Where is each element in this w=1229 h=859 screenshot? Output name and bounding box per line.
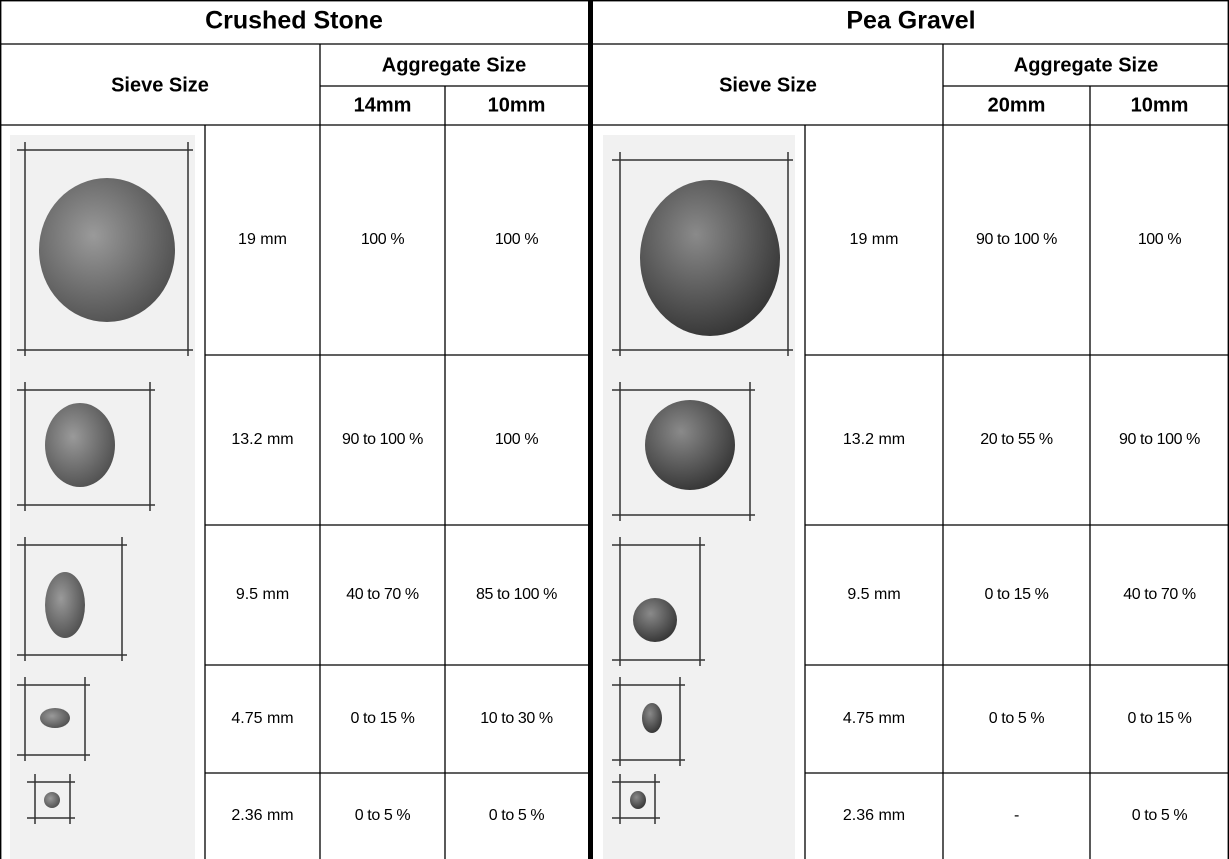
percent-cell: 100 % <box>495 431 539 448</box>
percent-cell: 0 to 5 % <box>989 710 1045 727</box>
sieve-header: Sieve Size <box>719 74 817 96</box>
percent-cell: 0 to 5 % <box>489 807 545 824</box>
percent-cell: 0 to 15 % <box>984 586 1048 603</box>
sieve-cell: 2.36 mm <box>843 807 905 824</box>
percent-cell: 100 % <box>495 231 539 248</box>
size-header: 14mm <box>354 94 412 116</box>
stone-photo <box>45 572 85 638</box>
divider <box>588 0 593 859</box>
table-title: Crushed Stone <box>205 7 383 35</box>
sieve-cell: 19 mm <box>850 231 899 248</box>
stone-photo <box>45 403 115 487</box>
stone-photo <box>642 703 662 733</box>
aggregate-header: Aggregate Size <box>1014 54 1158 76</box>
percent-cell: 40 to 70 % <box>1123 586 1196 603</box>
sieve-cell: 4.75 mm <box>843 710 905 727</box>
sieve-cell: 4.75 mm <box>231 710 293 727</box>
percent-cell: 90 to 100 % <box>342 431 423 448</box>
sieve-table: Crushed Stone Sieve Size Aggregate Size 14m… <box>0 0 1229 859</box>
stone-photo <box>640 180 780 336</box>
percent-cell: 0 to 15 % <box>1127 710 1191 727</box>
stone-photo <box>630 791 646 809</box>
percent-cell: 85 to 100 % <box>476 586 557 603</box>
stone-photo <box>645 400 735 490</box>
stone-photo <box>40 708 70 728</box>
percent-cell: 90 to 100 % <box>1119 431 1200 448</box>
size-header: 10mm <box>1131 94 1189 116</box>
stone-photo <box>39 178 175 322</box>
percent-cell: 0 to 5 % <box>1132 807 1188 824</box>
table-title: Pea Gravel <box>846 7 975 35</box>
stone-photo <box>44 792 60 808</box>
percent-cell: 40 to 70 % <box>346 586 419 603</box>
sieve-cell: 13.2 mm <box>843 431 905 448</box>
sieve-cell: 2.36 mm <box>231 807 293 824</box>
percent-cell: 20 to 55 % <box>980 431 1053 448</box>
stone-photo <box>633 598 677 642</box>
percent-cell: 90 to 100 % <box>976 231 1057 248</box>
size-header: 20mm <box>988 94 1046 116</box>
percent-cell: 100 % <box>361 231 405 248</box>
size-header: 10mm <box>488 94 546 116</box>
percent-cell: 100 % <box>1138 231 1182 248</box>
percent-cell: 0 to 5 % <box>355 807 411 824</box>
aggregate-header: Aggregate Size <box>382 54 526 76</box>
sieve-cell: 9.5 mm <box>236 586 289 603</box>
sieve-cell: 19 mm <box>238 231 287 248</box>
percent-cell: - <box>1014 807 1019 824</box>
sieve-header: Sieve Size <box>111 74 209 96</box>
percent-cell: 10 to 30 % <box>480 710 553 727</box>
sieve-cell: 9.5 mm <box>847 586 900 603</box>
sieve-cell: 13.2 mm <box>231 431 293 448</box>
percent-cell: 0 to 15 % <box>350 710 414 727</box>
